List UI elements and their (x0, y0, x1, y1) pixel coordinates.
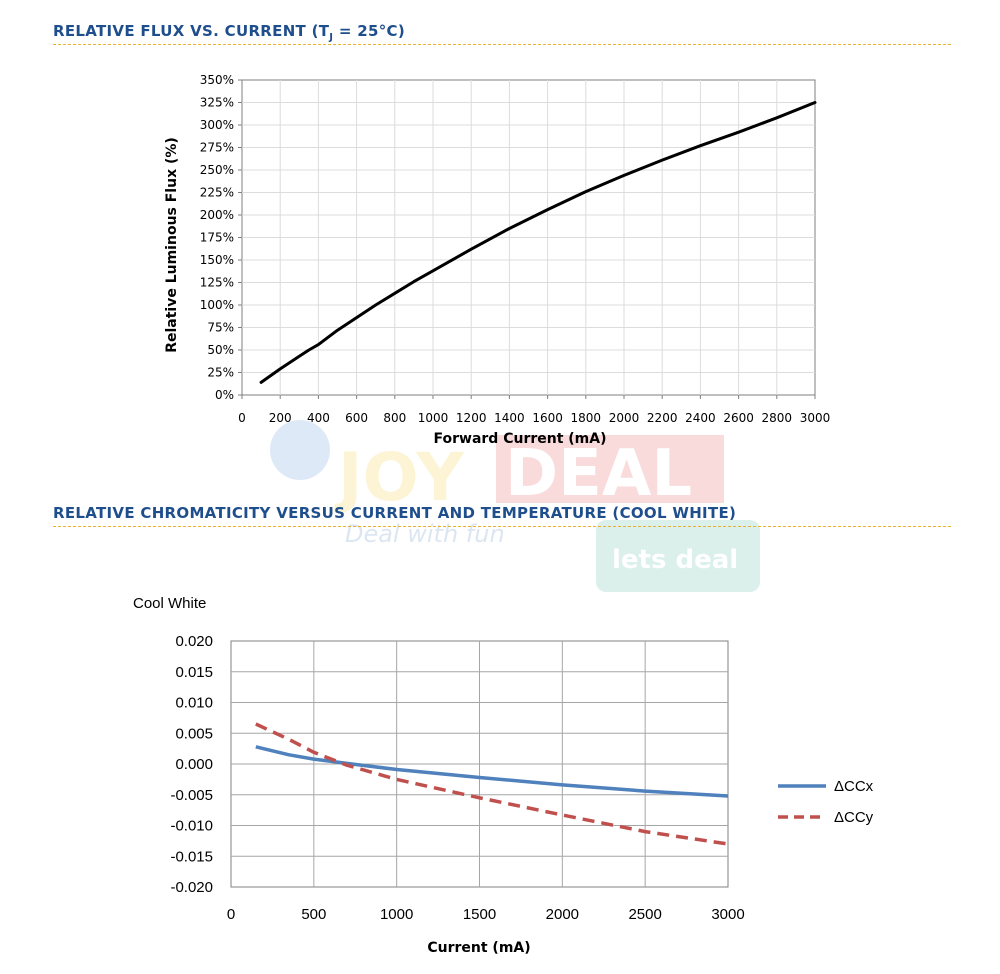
flux-y-tick-label: 275% (200, 141, 234, 155)
flux-x-tick-label: 2400 (685, 411, 716, 425)
flux-y-tick-label: 300% (200, 118, 234, 132)
chroma-gridlines (231, 641, 728, 887)
flux-x-tick-label: 400 (307, 411, 330, 425)
chroma-x-tick-label: 1500 (463, 906, 496, 923)
legend-label-dccy: ΔCCy (834, 809, 874, 826)
flux-x-tick-label: 0 (238, 411, 246, 425)
flux-y-tick-label: 100% (200, 298, 234, 312)
chroma-y-tick-label: 0.000 (175, 756, 213, 773)
chroma-series-line-dccy (255, 722, 729, 846)
flux-y-axis-label: Relative Luminous Flux (%) (164, 137, 180, 353)
chroma-y-tick-label: 0.005 (175, 725, 213, 742)
flux-y-tick-label: 325% (200, 96, 234, 110)
flux-x-tick-label: 2200 (647, 411, 678, 425)
flux-title-text: RELATIVE FLUX VS. CURRENT (T (53, 22, 330, 40)
flux-x-tick-label: 2800 (762, 411, 793, 425)
legend-label-dccx: ΔCCx (834, 778, 874, 795)
flux-x-tick-labels: 0 200 400 600 800 1000 1200 1400 1600 1800 2000 220… (238, 411, 830, 425)
flux-title-subscript: J (329, 32, 334, 43)
flux-y-tick-label: 175% (200, 231, 234, 245)
flux-y-tick-label: 25% (207, 366, 234, 380)
chroma-x-tick-label: 500 (301, 906, 326, 923)
chroma-x-tick-label: 3000 (711, 906, 744, 923)
flux-x-tick-label: 2600 (723, 411, 754, 425)
joydeal-watermark: JOY DEAL Deal with fun lets deal (270, 420, 760, 592)
flux-y-tick-label: 200% (200, 208, 234, 222)
flux-x-tick-label: 1600 (532, 411, 563, 425)
flux-y-tick-label: 75% (207, 321, 234, 335)
chroma-y-tick-label: 0.020 (175, 633, 213, 650)
flux-y-tick-label: 350% (200, 73, 234, 87)
chroma-x-tick-labels: 0 500 1000 1500 2000 2500 3000 (227, 906, 745, 923)
flux-x-tick-label: 200 (269, 411, 292, 425)
watermark-badge (596, 520, 760, 592)
watermark-tagline: Deal with fun (345, 520, 505, 548)
watermark-brand-part2: DEAL (505, 437, 692, 511)
chroma-y-tick-label: -0.020 (170, 879, 213, 896)
flux-section-title: RELATIVE FLUX VS. CURRENT (TJ = 25°C) (53, 22, 405, 43)
chroma-x-tick-label: 1000 (380, 906, 413, 923)
flux-y-tick-label: 150% (200, 253, 234, 267)
flux-title-rest: = 25°C) (333, 22, 405, 40)
flux-x-tick-label: 1200 (456, 411, 487, 425)
flux-y-tick-label: 125% (200, 276, 234, 290)
flux-x-tick-label: 1400 (494, 411, 525, 425)
flux-x-tick-label: 3000 (800, 411, 831, 425)
flux-gridlines (238, 79, 816, 399)
chroma-y-tick-label: -0.015 (170, 848, 213, 865)
chroma-y-tick-label: -0.005 (170, 787, 213, 804)
flux-y-tick-label: 0% (215, 388, 234, 402)
flux-y-tick-label: 225% (200, 186, 234, 200)
watermark-brand-box (496, 435, 724, 503)
chroma-section-rule (53, 526, 951, 527)
chroma-series-line-dccx (255, 745, 729, 798)
chroma-y-tick-label: 0.015 (175, 664, 213, 681)
watermark-brand-part1: JOY (334, 439, 465, 516)
chroma-x-tick-label: 2500 (628, 906, 661, 923)
chroma-x-tick-label: 2000 (546, 906, 579, 923)
flux-y-tick-labels: 0% 25% 50% 75% 100% 125% 150% 175% 200% 225% 250% 2… (200, 73, 234, 402)
chroma-y-tick-labels: -0.020 -0.015 -0.010 -0.005 0.000 0.005 0.010 0… (170, 633, 213, 896)
flux-x-tick-label: 2000 (609, 411, 640, 425)
flux-x-tick-label: 1800 (571, 411, 602, 425)
chroma-x-axis-label: Current (mA) (427, 940, 530, 956)
chroma-section-title: RELATIVE CHROMATICITY VERSUS CURRENT AND… (53, 504, 737, 522)
flux-y-tick-label: 50% (207, 343, 234, 357)
flux-x-tick-label: 800 (383, 411, 406, 425)
chroma-y-tick-label: -0.010 (170, 818, 213, 835)
chroma-series (255, 722, 729, 846)
flux-y-tick-label: 250% (200, 163, 234, 177)
watermark-figure-icon (270, 420, 330, 480)
flux-x-tick-label: 1000 (418, 411, 449, 425)
chroma-chart-title: Cool White (133, 595, 206, 612)
flux-series (259, 101, 817, 384)
flux-x-axis-label: Forward Current (mA) (434, 431, 607, 447)
chroma-y-tick-label: 0.010 (175, 695, 213, 712)
chroma-legend: ΔCCx ΔCCy (778, 778, 874, 826)
watermark-badge-text: lets deal (612, 545, 738, 575)
chroma-x-tick-label: 0 (227, 906, 235, 923)
flux-section-rule (53, 44, 951, 45)
flux-series-line (259, 101, 817, 384)
flux-x-tick-label: 600 (345, 411, 368, 425)
